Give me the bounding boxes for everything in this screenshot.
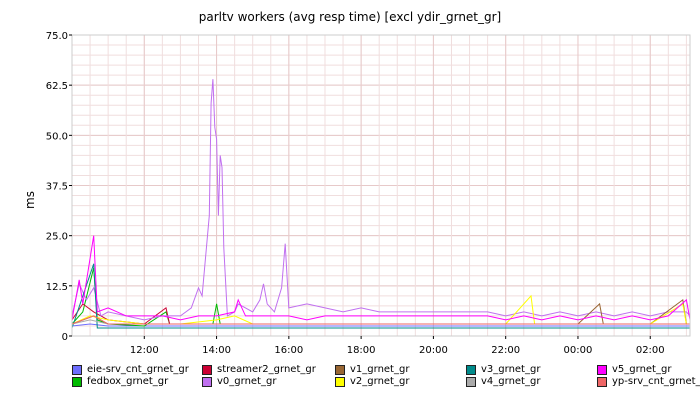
legend-swatch [202, 364, 212, 375]
x-tick-label: 02:00 [636, 345, 665, 356]
legend-label: v1_grnet_gr [350, 364, 410, 375]
x-tick-label: 22:00 [491, 345, 520, 356]
grid-lines [71, 34, 690, 337]
legend-item: v1_grnet_gr [335, 364, 409, 375]
legend-swatch [72, 364, 82, 375]
legend-label: eie-srv_cnt_grnet_gr [87, 364, 189, 375]
y-axis-ticks: 0 12.5 25.0 37.5 50.0 62.5 75.0 [46, 31, 72, 343]
legend-swatch [335, 376, 345, 387]
x-tick-label: 16:00 [274, 345, 303, 356]
legend-item: streamer2_grnet_gr [202, 364, 316, 375]
legend-item: v5_grnet_gr [597, 364, 671, 375]
series-line-v4_grnet_gr [71, 319, 690, 325]
series-line-fedbox_grnet_gr [71, 267, 690, 327]
legend-label: fedbox_grnet_gr [87, 376, 169, 387]
legend-item: yp-srv_cnt_grnet_gr [597, 376, 700, 387]
x-tick-label: 18:00 [347, 345, 376, 356]
x-tick-label: 12:00 [130, 345, 159, 356]
y-tick-label: 62.5 [46, 81, 68, 92]
y-axis-label: ms [23, 191, 37, 209]
legend-label: v4_grnet_gr [481, 376, 541, 387]
y-tick-label: 25.0 [46, 232, 68, 243]
chart-title: parltv workers (avg resp time) [excl ydi… [199, 10, 502, 24]
y-tick-label: 12.5 [46, 282, 68, 293]
legend-item: v4_grnet_gr [466, 376, 540, 387]
series-line-v3_grnet_gr [71, 263, 690, 329]
legend-label: streamer2_grnet_gr [217, 364, 316, 375]
y-tick-label: 50.0 [46, 131, 68, 142]
legend-swatch [597, 376, 607, 387]
y-tick-label: 0 [62, 332, 68, 343]
legend-swatch [597, 364, 607, 375]
legend-item: v0_grnet_gr [202, 376, 276, 387]
legend-swatch [466, 364, 476, 375]
legend-swatch [466, 376, 476, 387]
series-line-yp-srv_cnt_grnet_gr [71, 315, 690, 325]
x-axis-ticks: 12:00 14:00 16:00 18:00 20:00 22:00 00:00 02:00 [130, 336, 665, 356]
legend-label: v5_grnet_gr [612, 364, 672, 375]
legend-swatch [335, 364, 345, 375]
series-lines [71, 79, 691, 329]
legend-label: v2_grnet_gr [350, 376, 410, 387]
series-line-v0_grnet_gr [71, 79, 691, 321]
y-tick-label: 75.0 [46, 31, 68, 42]
y-tick-label: 37.5 [46, 182, 68, 193]
x-tick-label: 14:00 [202, 345, 231, 356]
legend-item: eie-srv_cnt_grnet_gr [72, 364, 189, 375]
legend-label: v0_grnet_gr [217, 376, 277, 387]
legend-item: v3_grnet_gr [466, 364, 540, 375]
legend-swatch [202, 376, 212, 387]
legend-label: v3_grnet_gr [481, 364, 541, 375]
series-line-v2_grnet_gr [71, 294, 690, 325]
x-tick-label: 20:00 [419, 345, 448, 356]
legend-item: fedbox_grnet_gr [72, 376, 168, 387]
series-line-v5_grnet_gr [71, 235, 691, 321]
legend-item: v2_grnet_gr [335, 376, 409, 387]
x-tick-label: 00:00 [564, 345, 593, 356]
legend-label: yp-srv_cnt_grnet_gr [612, 376, 700, 387]
series-line-streamer2_grnet_gr [71, 303, 690, 325]
legend-swatch [72, 376, 82, 387]
